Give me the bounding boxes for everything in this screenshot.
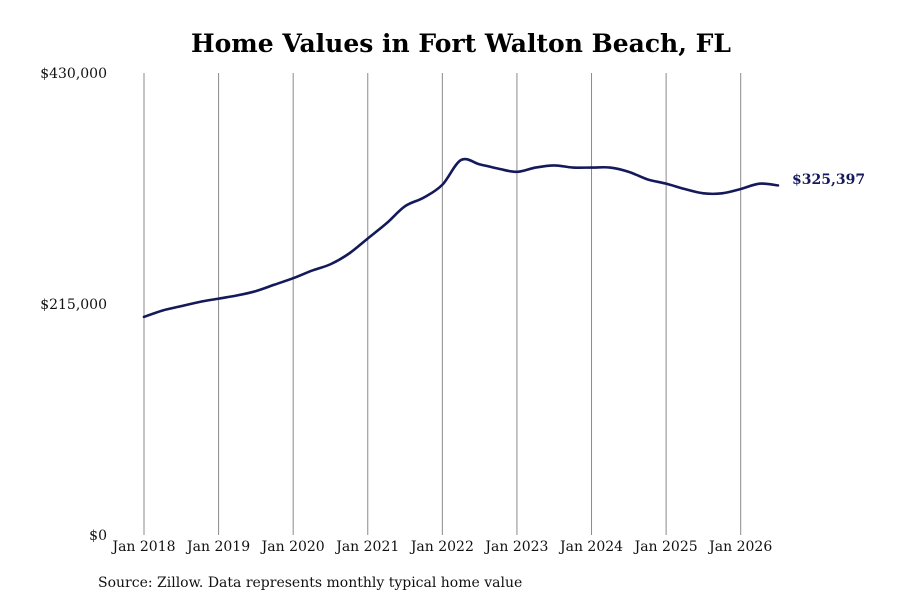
x-tick-label: Jan 2022 — [409, 539, 474, 555]
x-tick-label: Jan 2021 — [334, 539, 399, 555]
x-tick-label: Jan 2023 — [483, 539, 548, 555]
end-value-label: $325,397 — [792, 172, 865, 188]
y-tick-label: $430,000 — [40, 66, 107, 82]
home-value-line — [142, 157, 780, 319]
y-axis-ticks: $0 $215,000 $430,000 — [40, 66, 107, 544]
x-tick-label: Jan 2020 — [260, 539, 325, 555]
x-tick-label: Jan 2018 — [110, 539, 175, 555]
x-tick-label: Jan 2019 — [185, 539, 250, 555]
x-axis-ticks: Jan 2018 Jan 2019 Jan 2020 Jan 2021 Jan 2022… — [110, 539, 772, 555]
x-tick-label: Jan 2024 — [558, 539, 623, 555]
y-tick-label: $0 — [89, 528, 107, 544]
source-note: Source: Zillow. Data represents monthly … — [98, 575, 522, 591]
x-tick-label: Jan 2026 — [707, 539, 772, 555]
vertical-gridlines — [143, 73, 742, 535]
chart-title: Home Values in Fort Walton Beach, FL — [191, 29, 731, 58]
y-tick-label: $215,000 — [40, 297, 107, 313]
x-tick-label: Jan 2025 — [633, 539, 698, 555]
